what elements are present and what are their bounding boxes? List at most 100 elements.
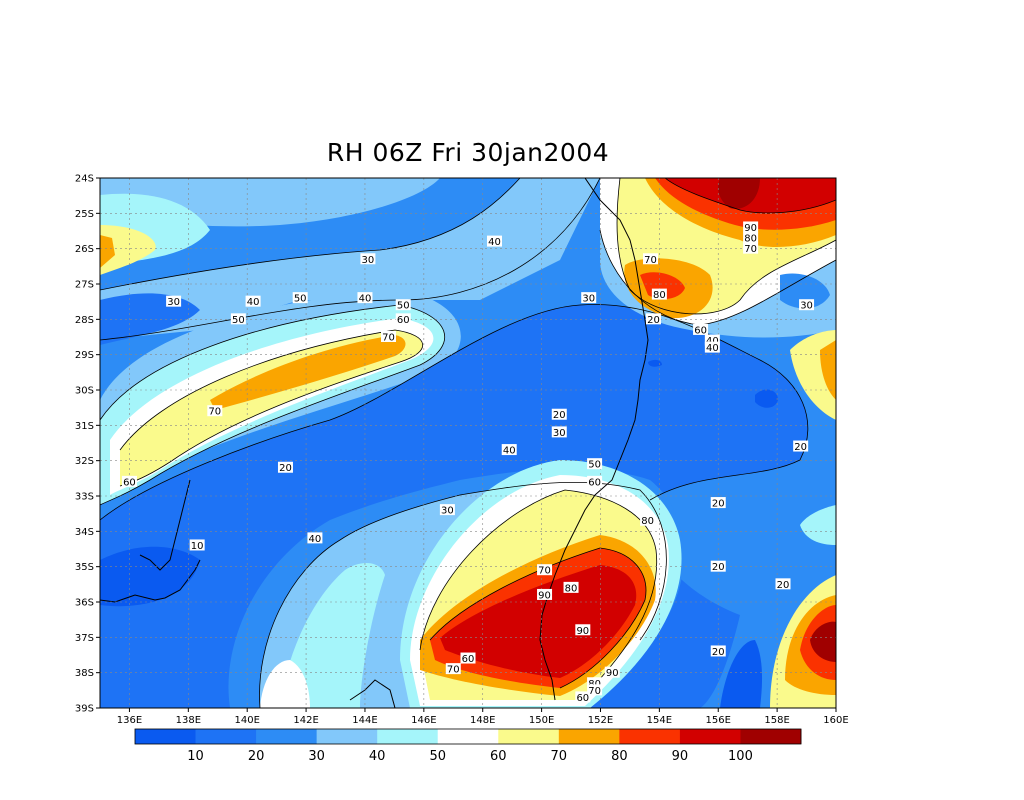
colorbar-swatch	[256, 729, 318, 744]
contour-label: 30	[360, 253, 376, 266]
lon-tick-label: 140E	[234, 715, 259, 726]
lon-tick-label: 152E	[588, 715, 613, 726]
colorbar-swatch	[316, 729, 378, 744]
lon-tick-label: 150E	[529, 715, 554, 726]
lat-tick-label: 30S	[75, 386, 94, 397]
colorbar-swatch	[740, 729, 802, 744]
contour-label: 90	[604, 666, 620, 679]
svg-text:70: 70	[644, 255, 657, 266]
contour-label: 70	[643, 253, 659, 266]
svg-text:30: 30	[800, 301, 813, 312]
lat-tick-label: 25S	[75, 209, 94, 220]
colorbar-label: 30	[308, 749, 325, 764]
contour-label: 20	[710, 560, 726, 573]
colorbar-label: 40	[369, 749, 386, 764]
map-grid	[100, 178, 836, 708]
svg-text:70: 70	[382, 333, 395, 344]
colorbar: 10 20 30 40 50 60 70 80 90 100	[134, 728, 802, 764]
contour-label: 70	[381, 331, 397, 344]
svg-text:80: 80	[653, 290, 666, 301]
contour-label: 80	[587, 677, 603, 690]
svg-text:30: 30	[362, 255, 375, 266]
contour-label: 60	[575, 691, 591, 704]
svg-text:80: 80	[565, 583, 578, 594]
lon-tick-label: 158E	[764, 715, 789, 726]
contour-label: 50	[292, 292, 308, 305]
contour-label: 30	[581, 292, 597, 305]
contour-label: 30	[551, 426, 567, 439]
lat-tick-label: 33S	[75, 492, 94, 503]
svg-text:50: 50	[294, 294, 307, 305]
svg-text:20: 20	[712, 499, 725, 510]
svg-text:20: 20	[712, 647, 725, 658]
lon-tick-label: 148E	[470, 715, 495, 726]
colorbar-swatch	[498, 729, 560, 744]
colorbar-label: 60	[490, 749, 507, 764]
svg-text:70: 70	[447, 665, 460, 676]
svg-text:70: 70	[208, 407, 221, 418]
contour-label: 60	[460, 652, 476, 665]
lon-tick-label: 156E	[706, 715, 731, 726]
svg-text:60: 60	[123, 477, 136, 488]
contour-label: 70	[445, 663, 461, 676]
contour-label: 80	[651, 288, 667, 301]
plot-frame	[99, 177, 837, 709]
svg-text:40: 40	[309, 534, 322, 545]
colorbar-swatch	[377, 729, 439, 744]
contour-label: 20	[277, 461, 293, 474]
contour-label: 90	[575, 624, 591, 637]
svg-text:60: 60	[576, 693, 589, 704]
svg-text:80: 80	[744, 234, 757, 245]
svg-text:40: 40	[247, 297, 260, 308]
svg-text:20: 20	[794, 442, 807, 453]
svg-text:30: 30	[167, 297, 180, 308]
colorbar-label: 70	[551, 749, 568, 764]
contour-label: 50	[587, 458, 603, 471]
lat-tick-label: 34S	[75, 527, 94, 538]
contour-label: 60	[121, 475, 137, 488]
lat-tick-label: 32S	[75, 456, 94, 467]
contour-label: 40	[486, 235, 502, 248]
contour-label: 60	[693, 323, 709, 336]
contour-label: 30	[439, 504, 455, 517]
contour-label: 70	[537, 564, 553, 577]
contour-fill-layer	[100, 178, 836, 708]
colorbar-swatch	[558, 729, 620, 744]
contour-label: 20	[710, 645, 726, 658]
colorbar-label: 50	[429, 749, 446, 764]
contour-label: 70	[743, 242, 759, 255]
svg-text:90: 90	[538, 590, 551, 601]
svg-text:40: 40	[706, 336, 719, 347]
svg-text:10: 10	[191, 541, 204, 552]
svg-text:30: 30	[441, 506, 454, 517]
svg-text:80: 80	[641, 516, 654, 527]
svg-text:60: 60	[462, 654, 475, 665]
colorbar-swatch	[679, 729, 741, 744]
svg-text:90: 90	[606, 668, 619, 679]
lat-tick-label: 35S	[75, 562, 94, 573]
svg-text:60: 60	[588, 477, 601, 488]
svg-text:60: 60	[397, 315, 410, 326]
contour-label: 90	[537, 588, 553, 601]
contour-label: 80	[743, 232, 759, 245]
contour-label: 50	[395, 299, 411, 312]
contour-label: 50	[230, 313, 246, 326]
contour-label: 20	[645, 313, 661, 326]
colorbar-label: 20	[248, 749, 265, 764]
svg-text:70: 70	[744, 244, 757, 255]
lon-tick-label: 138E	[176, 715, 201, 726]
svg-text:90: 90	[744, 223, 757, 234]
lat-tick-label: 36S	[75, 598, 94, 609]
contour-label: 40	[307, 532, 323, 545]
colorbar-label: 90	[672, 749, 689, 764]
lon-tick-label: 144E	[352, 715, 377, 726]
contour-label: 10	[189, 539, 205, 552]
lat-tick-label: 24S	[75, 174, 94, 185]
contour-label: 70	[587, 684, 603, 697]
contour-label: 20	[551, 408, 567, 421]
colorbar-label: 10	[187, 749, 204, 764]
contour-label: 30	[166, 295, 182, 308]
lat-tick-label: 29S	[75, 350, 94, 361]
